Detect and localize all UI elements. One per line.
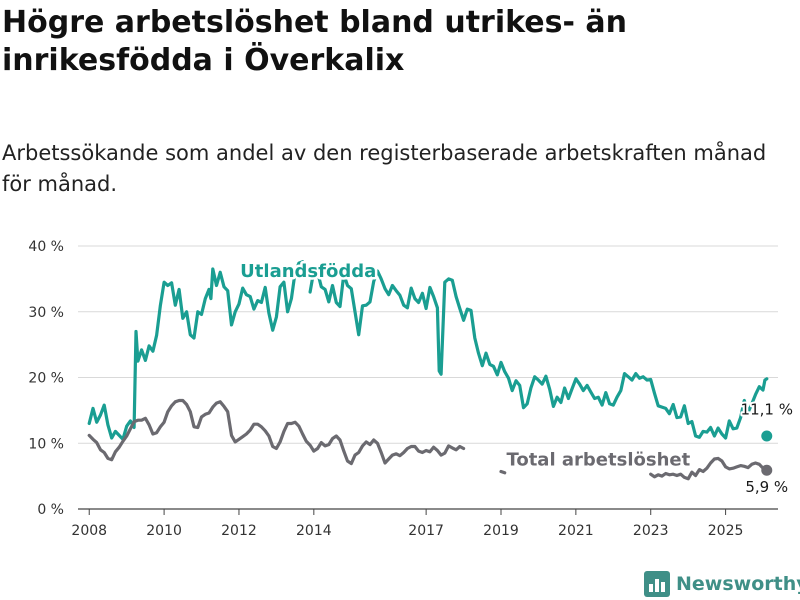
y-tick-label: 30 % — [28, 305, 64, 321]
x-axis: 2008 2010 2012 2014 2017 2019 2021 2023 2025 — [71, 509, 743, 539]
series-line-total — [649, 456, 769, 481]
x-tick-label: 2019 — [483, 523, 519, 539]
series-labels: Utlandsfödda Total arbetslöshet 11,1 % 5,9 … — [238, 258, 795, 498]
x-tick-label: 2010 — [146, 523, 182, 539]
series-lines — [87, 260, 769, 481]
x-tick-label: 2023 — [633, 523, 669, 539]
x-tick-label: 2025 — [708, 523, 744, 539]
series-line-utlandsfodda — [87, 260, 305, 441]
y-axis: 0 % 10 % 20 % 30 % 40 % — [28, 239, 64, 518]
end-point-utlandsfodda — [761, 430, 773, 442]
end-value-label: 5,9 % — [745, 478, 788, 496]
y-tick-label: 0 % — [37, 502, 64, 518]
series-label: Total arbetslöshet — [506, 450, 690, 471]
x-tick-label: 2012 — [221, 523, 257, 539]
x-tick-label: 2014 — [296, 523, 332, 539]
series-line-total — [499, 469, 507, 475]
y-tick-label: 40 % — [28, 239, 64, 255]
x-tick-label: 2021 — [558, 523, 594, 539]
x-tick-label: 2017 — [408, 523, 444, 539]
y-tick-label: 10 % — [28, 436, 64, 452]
end-value-label: 11,1 % — [741, 400, 793, 418]
y-tick-label: 20 % — [28, 371, 64, 387]
brand-name: Newsworthy — [676, 573, 800, 595]
bar-chart-logo-icon — [644, 571, 670, 597]
chart-title: Högre arbetslöshet bland utrikes- än inr… — [2, 5, 627, 78]
series-line-total — [87, 398, 466, 466]
brand-logo: Newsworthy — [644, 570, 800, 598]
chart-subtitle: Arbetssökande som andel av den registerb… — [2, 141, 767, 196]
grid-lines — [78, 245, 778, 510]
end-point-total — [761, 464, 773, 476]
series-label: Utlandsfödda — [240, 261, 376, 282]
series-line-utlandsfodda — [308, 269, 769, 440]
x-tick-label: 2008 — [71, 523, 107, 539]
end-points — [761, 430, 773, 476]
